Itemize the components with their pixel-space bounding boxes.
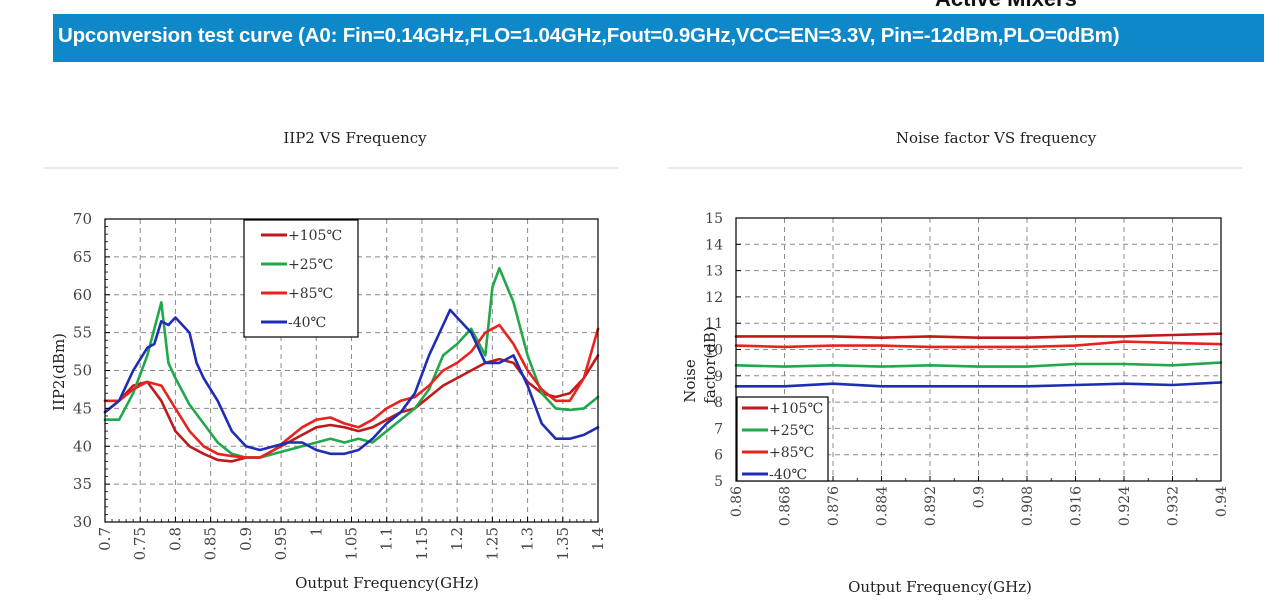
x-tick-label: 1.1 bbox=[378, 527, 396, 551]
iip2-chart: IIP2 VS Frequency 0.7 0.75 0.8 0.85 0.9 0.95 1… bbox=[50, 129, 607, 592]
x-tick-label: 0.9 bbox=[237, 527, 255, 551]
noise-series-lines bbox=[734, 332, 1223, 388]
iip2-chart-title: IIP2 VS Frequency bbox=[283, 129, 427, 147]
x-tick-label: 0.94 bbox=[1214, 486, 1230, 517]
legend-label: +85℃ bbox=[769, 445, 814, 461]
legend-label: +25℃ bbox=[288, 257, 333, 273]
noise-y-axis-label-line2: factor(dB) bbox=[701, 326, 719, 403]
y-tick-label: 35 bbox=[73, 475, 92, 493]
series-line-0 bbox=[734, 332, 1223, 340]
iip2-legend: +105℃ +25℃ +85℃ -40℃ bbox=[243, 219, 359, 338]
x-tick-label: 1.15 bbox=[413, 527, 431, 560]
noise-x-axis-label: Output Frequency(GHz) bbox=[848, 578, 1032, 596]
noise-x-ticks: 0.86 0.868 0.876 0.884 0.892 0.9 0.908 0.916 0.9… bbox=[729, 476, 1230, 526]
y-tick-label: 12 bbox=[705, 290, 723, 306]
y-tick-label: 5 bbox=[714, 474, 723, 490]
y-tick-label: 45 bbox=[73, 399, 92, 417]
iip2-y-ticks: 30 35 40 45 50 55 60 65 70 bbox=[73, 210, 110, 531]
x-tick-label: 0.868 bbox=[778, 486, 794, 526]
series-line-3 bbox=[103, 308, 600, 456]
series-line-0 bbox=[103, 354, 600, 463]
x-tick-label: 1.25 bbox=[483, 527, 501, 560]
x-tick-label: 1.2 bbox=[448, 527, 466, 551]
series-line-3 bbox=[734, 381, 1223, 388]
noise-legend: +105℃ +25℃ +85℃ -40℃ bbox=[736, 396, 829, 483]
iip2-x-ticks: 0.7 0.75 0.8 0.85 0.9 0.95 1 1.05 1.1 1.15 1.2 1.25… bbox=[96, 517, 607, 560]
x-tick-label: 0.884 bbox=[875, 486, 891, 526]
y-tick-label: 11 bbox=[705, 316, 723, 332]
legend-label: -40℃ bbox=[769, 467, 807, 483]
y-tick-label: 30 bbox=[73, 513, 92, 531]
series-line-2 bbox=[103, 323, 600, 459]
y-tick-label: 8 bbox=[714, 395, 723, 411]
x-tick-label: 1.4 bbox=[589, 527, 607, 551]
x-tick-label: 0.7 bbox=[96, 527, 114, 551]
x-tick-label: 0.85 bbox=[202, 527, 220, 560]
y-tick-label: 10 bbox=[705, 343, 723, 359]
legend-label: +105℃ bbox=[288, 228, 342, 244]
series-line-1 bbox=[734, 361, 1223, 368]
y-tick-label: 9 bbox=[714, 369, 723, 385]
legend-label: +85℃ bbox=[288, 286, 333, 302]
y-tick-label: 7 bbox=[714, 421, 723, 437]
x-tick-label: 0.8 bbox=[166, 527, 184, 551]
y-tick-label: 13 bbox=[705, 264, 723, 280]
x-tick-label: 0.892 bbox=[923, 486, 939, 526]
x-tick-label: 0.916 bbox=[1069, 486, 1085, 526]
legend-label: +105℃ bbox=[769, 401, 823, 417]
series-line-1 bbox=[103, 266, 600, 459]
x-tick-label: 0.95 bbox=[272, 527, 290, 560]
y-tick-label: 70 bbox=[73, 210, 92, 228]
x-tick-label: 1 bbox=[307, 527, 325, 537]
x-tick-label: 1.35 bbox=[554, 527, 572, 560]
x-tick-label: 0.876 bbox=[826, 486, 842, 526]
series-line-2 bbox=[734, 340, 1223, 349]
x-tick-label: 0.924 bbox=[1117, 486, 1133, 526]
y-tick-label: 14 bbox=[705, 237, 723, 253]
banner-title: Upconversion test curve (A0: Fin=0.14GHz… bbox=[58, 24, 1120, 47]
y-tick-label: 6 bbox=[714, 448, 723, 464]
noise-chart: Noise factor VS frequency 0.86 0.868 0.876… bbox=[681, 129, 1230, 596]
noise-y-ticks: 5 6 7 8 9 10 11 12 13 14 15 bbox=[705, 211, 741, 490]
x-tick-label: 0.932 bbox=[1166, 486, 1182, 526]
noise-y-axis-label-line1: Noise bbox=[681, 359, 699, 403]
x-tick-label: 1.3 bbox=[519, 527, 537, 551]
x-tick-label: 0.86 bbox=[729, 486, 745, 517]
x-tick-label: 0.9 bbox=[972, 486, 988, 508]
iip2-x-axis-label: Output Frequency(GHz) bbox=[295, 574, 479, 592]
y-tick-label: 55 bbox=[73, 324, 92, 342]
y-tick-label: 15 bbox=[705, 211, 723, 227]
x-tick-label: 1.05 bbox=[343, 527, 361, 560]
y-tick-label: 65 bbox=[73, 248, 92, 266]
title-banner: Upconversion test curve (A0: Fin=0.14GHz… bbox=[53, 14, 1264, 62]
y-tick-label: 40 bbox=[73, 437, 92, 455]
page-heading-partial: Active Mixers bbox=[935, 0, 1077, 12]
iip2-y-axis-label: IIP2(dBm) bbox=[50, 333, 68, 411]
x-tick-label: 0.908 bbox=[1020, 486, 1036, 526]
x-tick-label: 0.75 bbox=[131, 527, 149, 560]
legend-label: +25℃ bbox=[769, 423, 814, 439]
y-tick-label: 50 bbox=[73, 362, 92, 380]
noise-chart-title: Noise factor VS frequency bbox=[896, 129, 1097, 147]
y-tick-label: 60 bbox=[73, 286, 92, 304]
iip2-series-lines bbox=[103, 266, 600, 463]
legend-label: -40℃ bbox=[288, 315, 326, 331]
